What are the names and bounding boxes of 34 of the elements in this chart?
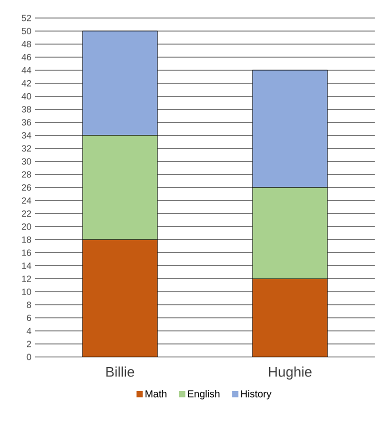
bar [82,239,158,357]
y-tick-label: 10 [22,288,32,295]
y-tick-label: 8 [26,302,32,308]
y-tick-label: 42 [22,80,32,86]
y-tick-label: 18 [22,236,32,243]
legend-label: Math [146,390,166,398]
y-tick-label: 46 [22,54,32,60]
y-tick-label: 36 [22,119,32,126]
y-tick-label: 20 [22,223,32,230]
y-tick-label: 34 [22,132,32,139]
y-tick-label: 50 [22,28,32,34]
y-tick-label: 52 [22,14,32,22]
y-tick-label: 6 [26,314,32,322]
y-tick-label: 28 [22,171,32,178]
y-tick-label: 48 [22,40,32,48]
y-tick-label: 2 [26,340,32,348]
y-tick-label: 16 [22,250,32,256]
y-tick-label: 40 [22,93,32,100]
bar [252,278,328,357]
legend-label: English [188,390,220,400]
y-tick-label: 30 [22,158,32,165]
y-tick-label: 38 [22,106,32,112]
legend-label: History [241,390,272,400]
y-tick-label: 32 [22,145,32,152]
y-tick-label: 22 [22,210,32,217]
y-tick-label: 24 [22,197,32,204]
y-tick-label: 14 [22,262,32,269]
x-tick-label: Hughie [268,366,312,380]
y-tick-label: 12 [22,276,32,282]
x-tick-label: Billie [106,366,134,377]
y-tick-label: 0 [26,354,32,360]
y-tick-label: 44 [22,67,32,74]
y-tick-label: 4 [26,328,32,334]
y-tick-label: 26 [22,184,32,191]
